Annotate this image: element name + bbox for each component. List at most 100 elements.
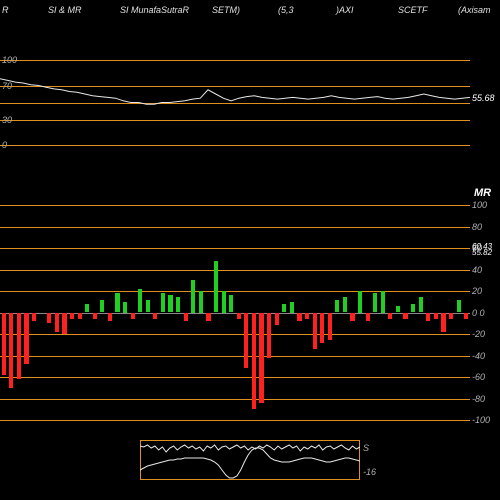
grid-line [0, 399, 470, 400]
up-bar [123, 302, 127, 313]
grid-line [0, 270, 470, 271]
y-axis-label: -80 [472, 394, 485, 404]
up-bar [191, 280, 195, 312]
up-bar [396, 306, 400, 312]
up-bar [168, 295, 172, 312]
grid-line [0, 420, 470, 421]
up-bar [229, 295, 233, 312]
down-bar [449, 313, 453, 319]
down-bar [184, 313, 188, 322]
y-axis-label: 40 [472, 265, 482, 275]
mr-title: MR [474, 187, 491, 199]
down-bar [403, 313, 407, 319]
y-axis-label: 0 0 [472, 308, 485, 318]
grid-line [0, 145, 470, 146]
up-bar [176, 297, 180, 312]
grid-line [0, 205, 470, 206]
y-axis-label: -20 [472, 329, 485, 339]
down-bar [32, 313, 36, 322]
down-bar [366, 313, 370, 322]
down-bar [108, 313, 112, 322]
y-axis-label: 80 [472, 222, 482, 232]
down-bar [464, 313, 468, 319]
y-axis-label: -60 [472, 372, 485, 382]
down-bar [320, 313, 324, 343]
down-bar [441, 313, 445, 332]
down-bar [259, 313, 263, 403]
down-bar [244, 313, 248, 369]
rsi-current-value: 55.68 [472, 93, 495, 103]
down-bar [62, 313, 66, 335]
mini-panel: S-16 [140, 440, 360, 480]
chart-header: R SI & MR SI MunafaSutraR SETM) (5,3 )AXI SCET… [0, 0, 500, 20]
down-bar [305, 313, 309, 319]
grid-line [0, 356, 470, 357]
grid-line [0, 248, 470, 249]
header-label: R [2, 5, 9, 15]
header-label: (Axisam [458, 5, 491, 15]
down-bar [350, 313, 354, 322]
down-bar [267, 313, 271, 358]
down-bar [93, 313, 97, 319]
grid-line [0, 227, 470, 228]
up-bar [419, 297, 423, 312]
down-bar [78, 313, 82, 319]
up-bar [85, 304, 89, 313]
up-bar [411, 304, 415, 313]
down-bar [434, 313, 438, 319]
down-bar [70, 313, 74, 319]
up-bar [457, 300, 461, 313]
up-bar [381, 291, 385, 313]
down-bar [313, 313, 317, 350]
up-bar [343, 297, 347, 312]
mr-panel: 100806040200 0-20-40-60-80-100MR60.4355.… [0, 205, 500, 420]
grid-line [0, 334, 470, 335]
down-bar [24, 313, 28, 365]
up-bar [222, 291, 226, 313]
down-bar [17, 313, 21, 380]
header-label: SETM) [212, 5, 240, 15]
down-bar [131, 313, 135, 319]
up-bar [214, 261, 218, 313]
rsi-panel: 1007030055.68 [0, 60, 500, 145]
down-bar [9, 313, 13, 388]
up-bar [146, 300, 150, 313]
mini-y-label: -16 [363, 467, 376, 477]
chart-root: R SI & MR SI MunafaSutraR SETM) (5,3 )AXI SCET… [0, 0, 500, 500]
indicator-value: 55.82 [472, 248, 492, 257]
down-bar [2, 313, 6, 375]
down-bar [388, 313, 392, 319]
down-bar [426, 313, 430, 322]
down-bar [47, 313, 51, 324]
rsi-line [0, 60, 470, 145]
up-bar [358, 291, 362, 313]
up-bar [290, 302, 294, 313]
header-label: )AXI [336, 5, 354, 15]
mini-y-label: S [363, 443, 369, 453]
down-bar [206, 313, 210, 322]
header-label: SI & MR [48, 5, 82, 15]
up-bar [138, 289, 142, 313]
down-bar [252, 313, 256, 410]
y-axis-label: 100 [472, 200, 487, 210]
y-axis-label: -100 [472, 415, 490, 425]
down-bar [237, 313, 241, 319]
up-bar [115, 293, 119, 312]
header-label: SCETF [398, 5, 428, 15]
up-bar [282, 304, 286, 313]
mini-lines [140, 440, 360, 480]
up-bar [335, 300, 339, 313]
y-axis-label: 20 [472, 286, 482, 296]
down-bar [297, 313, 301, 322]
grid-line [0, 377, 470, 378]
down-bar [55, 313, 59, 332]
up-bar [100, 300, 104, 313]
down-bar [275, 313, 279, 326]
up-bar [373, 293, 377, 312]
up-bar [199, 291, 203, 313]
grid-line [0, 291, 470, 292]
header-label: SI MunafaSutraR [120, 5, 189, 15]
down-bar [328, 313, 332, 341]
header-label: (5,3 [278, 5, 294, 15]
y-axis-label: -40 [472, 351, 485, 361]
